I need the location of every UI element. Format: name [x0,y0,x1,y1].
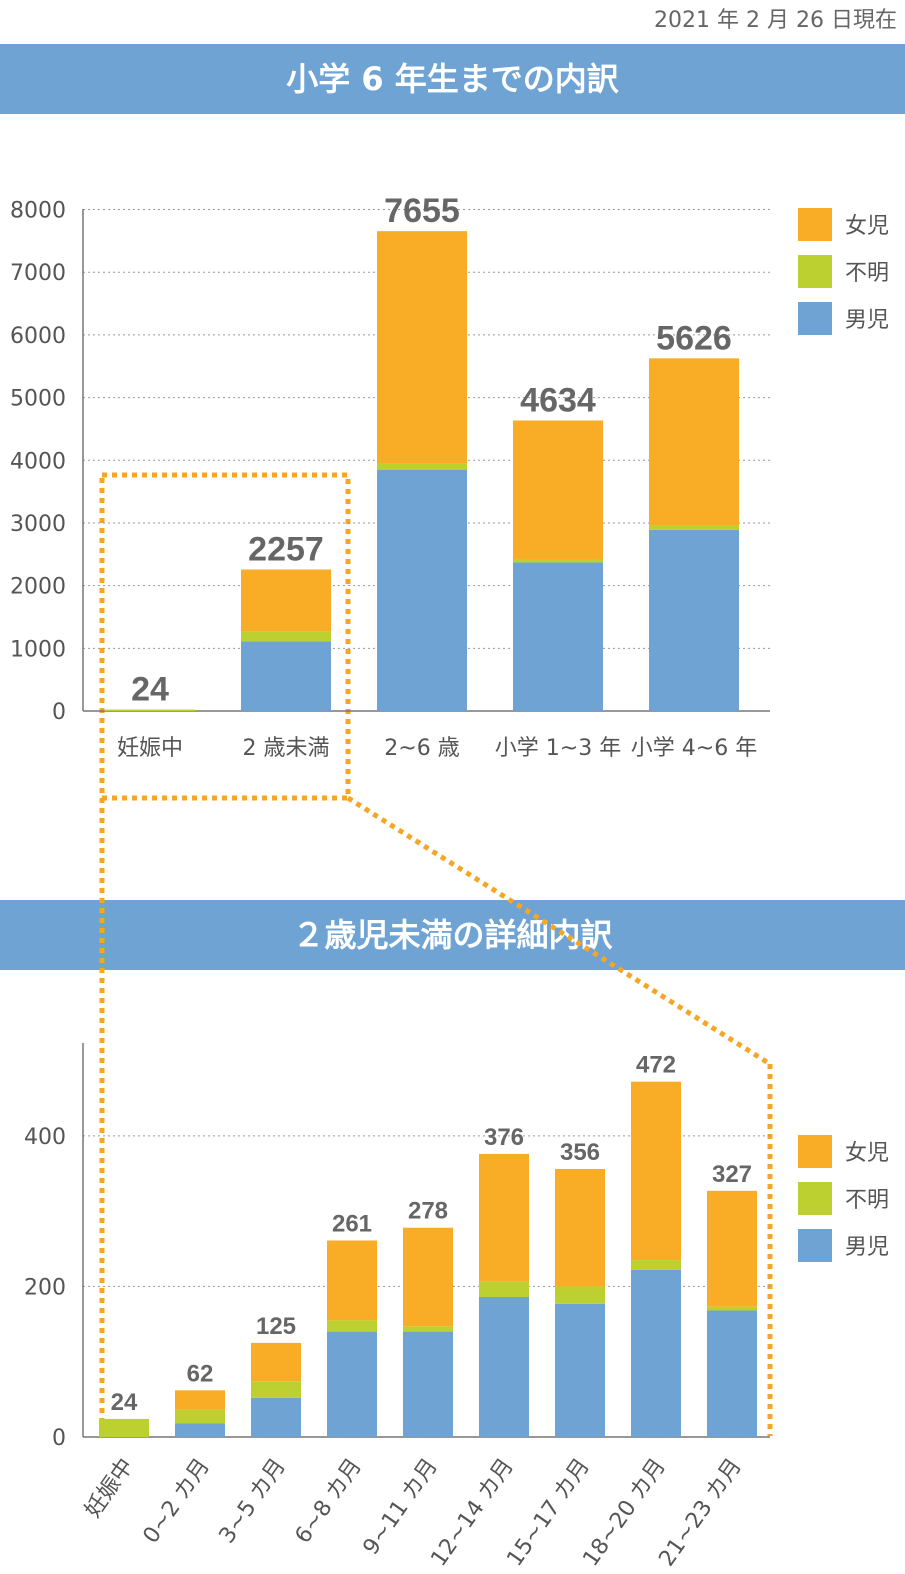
bar-value-label: 24 [131,670,169,708]
bar-segment [479,1153,529,1282]
bar-segment [649,529,739,711]
y-tick-label: 4000 [10,449,66,474]
bar-segment [479,1296,529,1437]
y-tick-label: 0 [52,1426,66,1451]
chart2: 0 200 400 24 妊娠中 62 0~2 カ月 125 3~5 カ月 261 6~8 カ月 27… [24,1043,889,1571]
chart2-title-banner: ２歳児未満の詳細内訳 [0,900,905,970]
bar-segment [631,1260,681,1270]
bar-segment [631,1081,681,1261]
bar-value-label: 356 [560,1139,600,1166]
y-tick-label: 5000 [10,387,66,412]
y-tick-label: 6000 [10,324,66,349]
zoom-guide-lines [99,472,773,1436]
bar-segment [649,358,739,526]
bar-value-label: 4634 [520,382,596,420]
legend-label: 不明 [845,261,889,286]
bar-segment [707,1310,757,1437]
bar-segment [241,641,331,711]
bar-value-label: 5626 [656,319,732,357]
bar-value-label: 2257 [248,531,324,569]
bar-segment [377,469,467,711]
x-tick-label: 妊娠中 [81,1454,139,1522]
legend-label: 不明 [845,1188,889,1213]
bar-segment [175,1390,225,1410]
bar-segment [327,1240,377,1321]
legend-swatch [798,255,832,288]
bar-segment [377,463,467,470]
bar-segment [251,1397,301,1437]
bar-value-label: 261 [332,1211,372,1238]
bar-segment [513,558,603,563]
bar-segment [251,1381,301,1398]
legend-label: 男児 [845,308,889,333]
bar-value-label: 7655 [384,192,460,230]
bar-value-label: 24 [111,1389,138,1416]
date-stamp: 2021 年 2 月 26 日現在 [654,8,897,33]
legend-swatch [798,1182,832,1215]
bar-segment [403,1331,453,1437]
x-tick-label: 3~5 カ月 [215,1454,291,1548]
x-tick-label: 小学 1~3 年 [495,736,621,761]
bar-segment [105,709,195,711]
y-tick-label: 0 [52,700,66,725]
legend-label: 女児 [845,214,889,239]
bar-segment [377,231,467,464]
y-tick-label: 7000 [10,261,66,286]
bar-segment [251,1342,301,1382]
x-tick-label: 小学 4~6 年 [631,736,757,761]
bar-segment [631,1269,681,1437]
bar-value-label: 62 [187,1360,214,1387]
x-tick-label: 2 歳未満 [243,736,330,761]
bar-segment [175,1423,225,1437]
bar-segment [241,631,331,642]
bar-value-label: 376 [484,1124,524,1151]
bar-segment [403,1227,453,1327]
bar-segment [707,1306,757,1311]
x-tick-label: 6~8 カ月 [291,1454,367,1548]
legend-swatch [798,302,832,335]
x-tick-label: 妊娠中 [117,736,183,761]
bar-segment [479,1281,529,1297]
bar-segment [555,1168,605,1287]
y-tick-label: 2000 [10,575,66,600]
chart1: 0 1000 2000 3000 4000 5000 6000 7000 8000 24 妊娠中 22… [10,192,889,761]
legend-swatch [798,208,832,241]
bar-segment [327,1331,377,1437]
y-tick-label: 3000 [10,512,66,537]
bar-segment [707,1190,757,1307]
bar-value-label: 278 [408,1198,448,1225]
bar-segment [555,1303,605,1437]
bar-segment [649,525,739,530]
y-tick-label: 1000 [10,637,66,662]
bar-segment [513,562,603,711]
bar-segment [327,1320,377,1332]
legend-label: 女児 [845,1141,889,1166]
x-tick-label: 0~2 カ月 [139,1454,215,1548]
legend-swatch [798,1135,832,1168]
legend-swatch [798,1229,832,1262]
bar-segment [99,1418,149,1437]
bar-segment [175,1409,225,1424]
bar-value-label: 472 [636,1052,676,1079]
bar-value-label: 125 [256,1313,296,1340]
chart1-title-banner: 小学 6 年生までの内訳 [0,44,905,114]
y-tick-label: 8000 [10,199,66,224]
x-tick-label: 2~6 歳 [384,736,459,761]
bar-value-label: 327 [712,1161,752,1188]
bar-segment [403,1326,453,1332]
zoom-source-frame [99,472,351,801]
legend-label: 男児 [845,1235,889,1260]
y-tick-label: 200 [24,1275,66,1300]
zoom-guide-diagonal [346,795,772,1067]
bar-segment [241,569,331,632]
bar-segment [513,420,603,559]
bar-segment [555,1286,605,1304]
x-tick-label: 9~11 カ月 [359,1454,443,1560]
y-tick-label: 400 [24,1125,66,1150]
